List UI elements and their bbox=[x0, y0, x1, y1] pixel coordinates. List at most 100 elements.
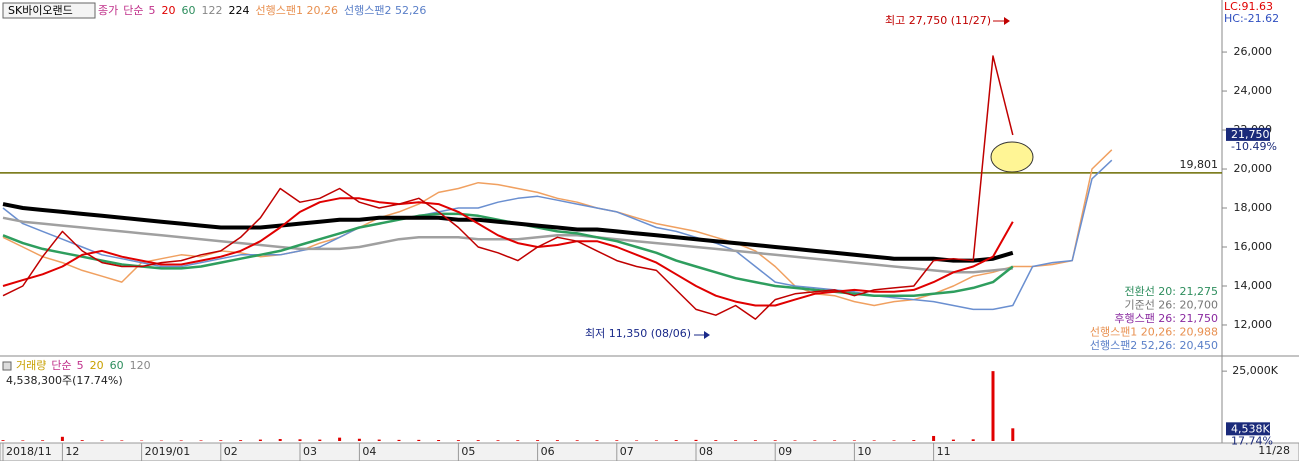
ichimoku-label: 전환선 20: 21,275 bbox=[1124, 285, 1218, 298]
legend-series: 선행스팬2 52,26 bbox=[344, 4, 426, 17]
volume-bar bbox=[595, 440, 599, 441]
reference-label: 19,801 bbox=[1180, 158, 1219, 171]
volume-bar bbox=[892, 440, 896, 441]
y-tick-label: 26,000 bbox=[1234, 45, 1273, 58]
stock-name-box bbox=[2, 2, 96, 19]
x-tick-label: 10 bbox=[857, 445, 871, 458]
volume-bar bbox=[951, 439, 955, 441]
current-price-box bbox=[1226, 127, 1270, 141]
series-line bbox=[2, 55, 1014, 320]
volume-bar bbox=[199, 440, 203, 441]
volume-bar bbox=[120, 440, 124, 441]
volume-bar bbox=[1, 440, 5, 441]
volume-bar bbox=[60, 436, 64, 441]
volume-bar bbox=[674, 440, 678, 441]
y-tick-label: 16,000 bbox=[1234, 240, 1273, 253]
volume-bar bbox=[298, 439, 302, 441]
volume-bar bbox=[615, 440, 619, 441]
high-annotation: 최고 27,750 (11/27) bbox=[885, 14, 991, 27]
legend-series: 122 bbox=[202, 4, 223, 17]
volume-bar bbox=[338, 437, 342, 441]
volume-bar bbox=[41, 440, 45, 441]
end-date: 11/28 bbox=[1258, 444, 1290, 457]
volume-bar bbox=[100, 440, 104, 441]
y-tick-label: 12,000 bbox=[1234, 318, 1273, 331]
volume-bar bbox=[476, 440, 480, 441]
y-tick-label: 18,000 bbox=[1234, 201, 1273, 214]
volume-bar bbox=[278, 439, 282, 441]
x-tick-label: 12 bbox=[65, 445, 79, 458]
volume-bar bbox=[516, 440, 520, 441]
series-line bbox=[2, 159, 1113, 311]
volume-bar bbox=[179, 440, 183, 441]
high-arrow-head bbox=[1004, 17, 1010, 25]
volume-bar bbox=[635, 440, 639, 441]
hc-label: HC:-21.62 bbox=[1224, 12, 1279, 25]
volume-ma-label: 5 bbox=[77, 359, 84, 372]
y-tick-label: 20,000 bbox=[1234, 162, 1273, 175]
volume-bar bbox=[417, 439, 421, 441]
legend-series: 60 bbox=[182, 4, 196, 17]
volume-bar bbox=[753, 440, 757, 441]
volume-ma-label: 60 bbox=[110, 359, 124, 372]
stock-name: SK바이오랜드 bbox=[8, 4, 73, 17]
volume-bar bbox=[872, 440, 876, 441]
x-tick-label: 07 bbox=[620, 445, 634, 458]
volume-bar bbox=[654, 440, 658, 441]
current-price: 21,750 bbox=[1231, 128, 1270, 141]
x-tick-label: 09 bbox=[778, 445, 792, 458]
low-arrow-head bbox=[704, 331, 710, 339]
legend-series: 선행스팬1 20,26 bbox=[256, 4, 338, 17]
x-tick-label: 11 bbox=[937, 445, 951, 458]
volume-bar bbox=[714, 440, 718, 441]
y-tick-label: 25,000K bbox=[1232, 364, 1278, 377]
x-tick-label: 2018/11 bbox=[6, 445, 52, 458]
volume-bar bbox=[912, 440, 916, 441]
volume-bar bbox=[496, 440, 500, 441]
x-tick-label: 05 bbox=[461, 445, 475, 458]
volume-bar bbox=[397, 439, 401, 441]
volume-bar bbox=[21, 440, 25, 441]
x-tick-label: 04 bbox=[362, 445, 376, 458]
ichimoku-label: 선행스팬2 52,26: 20,450 bbox=[1090, 339, 1218, 352]
volume-bar bbox=[813, 440, 817, 441]
series-line bbox=[2, 202, 1014, 263]
legend-ma: 5 bbox=[149, 4, 156, 17]
legend-series: 20 bbox=[162, 4, 176, 17]
series-line bbox=[2, 197, 1014, 307]
ichimoku-label: 기준선 26: 20,700 bbox=[1124, 299, 1218, 312]
x-tick-label: 02 bbox=[224, 445, 238, 458]
x-tick-label: 06 bbox=[541, 445, 555, 458]
volume-bar bbox=[239, 440, 243, 441]
highlight-ellipse bbox=[990, 141, 1034, 173]
volume-bar bbox=[773, 440, 777, 441]
legend-prefix: 단순 bbox=[123, 4, 143, 17]
ichimoku-label: 선행스팬1 20,26: 20,988 bbox=[1090, 326, 1218, 339]
volume-bar bbox=[80, 440, 84, 441]
volume-bar bbox=[1011, 428, 1015, 441]
ichimoku-label: 후행스팬 26: 21,750 bbox=[1114, 312, 1218, 325]
volume-bar bbox=[377, 439, 381, 441]
current-volume-box bbox=[1226, 422, 1270, 436]
lc-label: LC:91.63 bbox=[1224, 0, 1273, 13]
volume-bar bbox=[932, 435, 936, 441]
volume-title: 거래량 bbox=[16, 359, 46, 372]
volume-icon bbox=[2, 361, 12, 371]
change-label: -10.49% bbox=[1231, 140, 1277, 153]
volume-ma-label: 120 bbox=[130, 359, 151, 372]
volume-bar bbox=[456, 440, 460, 441]
x-tick-label: 03 bbox=[303, 445, 317, 458]
date-axis bbox=[0, 442, 1299, 461]
volume-bar bbox=[694, 439, 698, 441]
x-tick-label: 08 bbox=[699, 445, 713, 458]
legend-series: 224 bbox=[229, 4, 250, 17]
volume-bar bbox=[575, 440, 579, 441]
volume-bar bbox=[991, 371, 995, 441]
series-line bbox=[2, 149, 1113, 307]
x-tick-label: 2019/01 bbox=[145, 445, 191, 458]
volume-bar bbox=[318, 439, 322, 441]
volume-bar bbox=[219, 440, 223, 441]
current-volume: 4,538K bbox=[1231, 422, 1270, 435]
